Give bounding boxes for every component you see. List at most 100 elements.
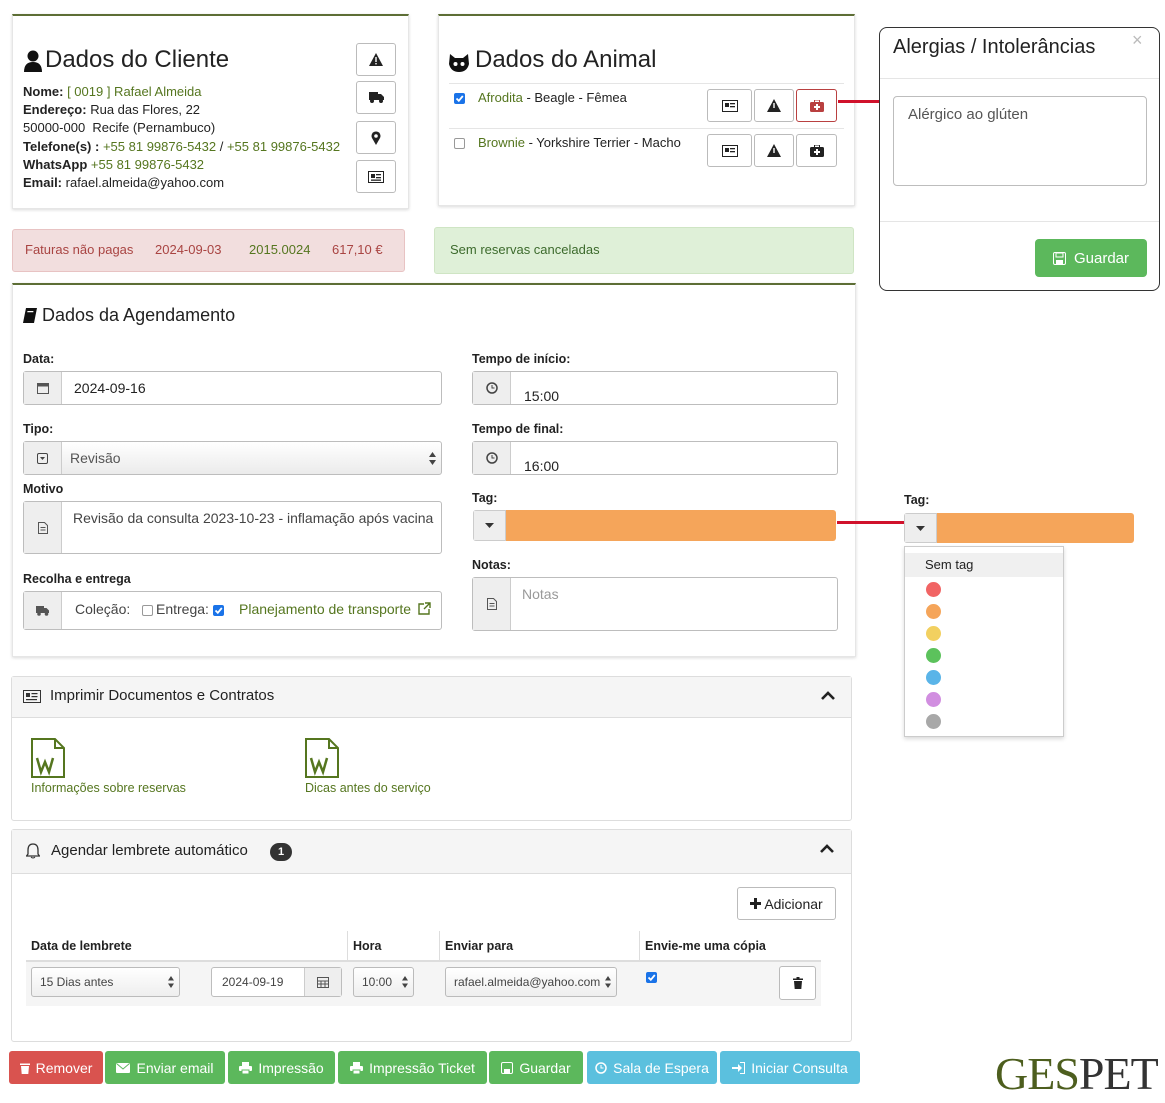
animal-row: Brownie - Yorkshire Terrier - Macho	[478, 135, 681, 150]
check-mark	[647, 974, 656, 982]
waiting-room-button[interactable]: Sala de Espera	[587, 1051, 717, 1084]
start-label: Tempo de início:	[472, 352, 571, 366]
highlight	[905, 553, 1063, 577]
document-link[interactable]: Dicas antes do serviço	[305, 781, 431, 795]
print-ticket-button[interactable]: Impressão Ticket	[338, 1051, 487, 1084]
client-name: Nome: [ 0019 ] Rafael Almeida	[23, 84, 202, 99]
tag-option[interactable]	[926, 604, 941, 619]
tag-option[interactable]	[926, 670, 941, 685]
animal-title: Dados do Animal	[475, 46, 657, 73]
animal-row: Afrodita - Beagle - Fêmea	[478, 90, 627, 105]
delivery-checkbox[interactable]	[213, 605, 224, 616]
type-label: Tipo:	[23, 422, 54, 436]
external-icon	[418, 602, 431, 615]
tag-caret	[473, 510, 506, 541]
documents-panel: Imprimir Documentos e Contratos Informaç…	[11, 676, 852, 821]
card-button[interactable]	[707, 89, 752, 122]
start-input[interactable]: 15:00	[472, 371, 838, 405]
tag-option[interactable]	[926, 648, 941, 663]
allergies-textarea[interactable]: Alérgico ao glúten	[893, 96, 1147, 186]
remove-button[interactable]: Remover	[9, 1051, 103, 1084]
tag-option[interactable]: Sem tag	[925, 557, 974, 572]
collection-checkbox[interactable]	[142, 605, 153, 616]
column-divider	[639, 931, 640, 961]
column-divider	[347, 931, 348, 961]
type-select[interactable]: Revisão	[23, 441, 442, 475]
tag-option[interactable]	[926, 626, 941, 641]
column-header: Enviar para	[445, 939, 514, 953]
reminder-date[interactable]: 2024-09-19	[211, 967, 342, 997]
cancellations-text: Sem reservas canceladas	[450, 242, 600, 257]
email-button[interactable]: Enviar email	[105, 1051, 225, 1084]
print-button[interactable]: Impressão	[228, 1051, 335, 1084]
reminder-header[interactable]: Agendar lembrete automático 1	[12, 830, 851, 874]
client-phones: Telefone(s) : +55 81 99876-5432 / +55 81…	[23, 139, 341, 154]
copy-checkbox[interactable]	[646, 972, 657, 983]
invoice-date[interactable]: 2024-09-03	[155, 242, 222, 257]
date-input[interactable]: 2024-09-16	[23, 371, 442, 405]
clock-addon	[473, 372, 511, 404]
separator	[449, 83, 844, 84]
transport-button[interactable]	[356, 81, 396, 114]
tag-dropdown-select[interactable]	[904, 513, 1134, 543]
save-button[interactable]: Guardar	[489, 1051, 583, 1084]
notes-textarea[interactable]: Notas	[472, 577, 838, 631]
medical-button[interactable]	[796, 134, 837, 167]
notes-label: Notas:	[472, 558, 511, 572]
add-button[interactable]: Adicionar	[737, 887, 836, 920]
reminder-panel: Agendar lembrete automático 1 Adicionar …	[11, 829, 852, 1042]
email-select[interactable]: rafael.almeida@yahoo.com	[445, 967, 617, 997]
reminder-date-value: 2024-09-19	[222, 975, 284, 989]
calendar-addon	[24, 372, 62, 404]
separator	[880, 221, 1159, 222]
offset-select[interactable]: 15 Dias antes	[31, 967, 180, 997]
warning-button[interactable]	[754, 89, 794, 122]
user-icon	[24, 50, 42, 72]
popup-title: Alergias / Intolerâncias	[893, 36, 1096, 58]
transport-link[interactable]: Planejamento de transporte	[239, 601, 411, 617]
card-button[interactable]	[707, 134, 752, 167]
reason-textarea[interactable]: Revisão da consulta 2023-10-23 - inflama…	[23, 501, 442, 554]
clock-addon	[473, 442, 511, 474]
date-label: Data:	[23, 352, 55, 366]
card-button[interactable]	[356, 160, 396, 193]
close-button[interactable]: ×	[1132, 30, 1143, 50]
animal-checkbox[interactable]	[454, 93, 465, 104]
client-address: Endereço: Rua das Flores, 22	[23, 102, 201, 117]
client-whatsapp: WhatsApp +55 81 99876-5432	[23, 157, 205, 172]
document-link[interactable]: Informações sobre reservas	[31, 781, 186, 795]
medical-button[interactable]	[796, 89, 837, 122]
date-value: 2024-09-16	[74, 380, 146, 396]
pickup-label: Recolha e entrega	[23, 572, 131, 586]
invoice-number[interactable]: 2015.0024	[249, 242, 311, 257]
delete-button[interactable]	[779, 966, 816, 1000]
doc-addon	[24, 502, 62, 553]
invoices-label: Faturas não pagas	[25, 242, 134, 257]
tag-option[interactable]	[926, 714, 941, 729]
location-button[interactable]	[356, 121, 396, 154]
time-select[interactable]: 10:00	[353, 967, 414, 997]
save-button[interactable]: Guardar	[1035, 239, 1147, 277]
animal-icon	[449, 54, 469, 72]
reminder-badge: 1	[270, 843, 292, 861]
tag-option[interactable]	[926, 692, 941, 707]
reason-value: Revisão da consulta 2023-10-23 - inflama…	[73, 510, 434, 526]
warning-button[interactable]	[356, 43, 396, 76]
documents-header[interactable]: Imprimir Documentos e Contratos	[12, 677, 851, 718]
warning-button[interactable]	[754, 134, 794, 167]
end-input[interactable]: 16:00	[472, 441, 838, 475]
client-city: 50000-000 Recife (Pernambuco)	[23, 120, 216, 135]
book-icon	[23, 308, 37, 323]
column-header: Data de lembrete	[31, 939, 132, 953]
animal-checkbox[interactable]	[454, 138, 465, 149]
doc-addon	[473, 578, 511, 630]
connector-line	[837, 521, 904, 524]
tag-option[interactable]	[926, 582, 941, 597]
start-consult-button[interactable]: Iniciar Consulta	[720, 1051, 860, 1084]
tag-select[interactable]	[473, 510, 836, 541]
documents-title: Imprimir Documentos e Contratos	[50, 687, 275, 704]
end-value: 16:00	[524, 458, 560, 474]
header-rule	[26, 960, 821, 962]
